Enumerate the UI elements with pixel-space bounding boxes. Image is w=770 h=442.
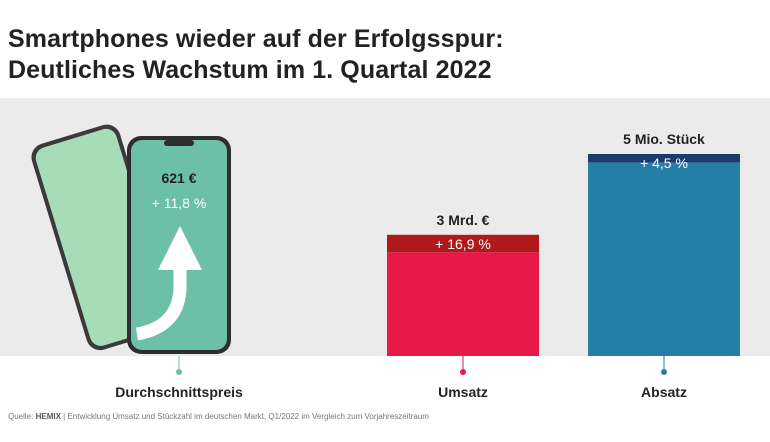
bar-umsatz-growth [387, 234, 539, 253]
dot-absatz [661, 369, 667, 375]
title-line-2: Deutliches Wachstum im 1. Quartal 2022 [8, 56, 492, 84]
title-line-1: Smartphones wieder auf der Erfolgsspur: [8, 25, 504, 53]
bar-absatz-growth [588, 154, 740, 163]
growth-arrow-shaft [135, 268, 187, 341]
bar-absatz-base [588, 162, 740, 356]
source-text: | Entwicklung Umsatz und Stückzahl im de… [63, 412, 429, 421]
phone-value-label: 621 € [161, 170, 196, 186]
absatz-growth-label: + 4,5 % [640, 155, 688, 171]
category-label-preis: Durchschnittspreis [115, 384, 243, 400]
absatz-value-label: 5 Mio. Stück [623, 131, 705, 147]
chart-title: Smartphones wieder auf der Erfolgsspur: … [8, 24, 504, 86]
umsatz-value-label: 3 Mrd. € [437, 212, 490, 228]
category-label-umsatz: Umsatz [438, 384, 488, 400]
source-brand-logo: HEMIX [35, 412, 61, 421]
phone-growth-label: + 11,8 % [152, 195, 207, 211]
source-prefix: Quelle: [8, 412, 36, 421]
source-note: Quelle: HEMIX | Entwicklung Umsatz und S… [8, 412, 429, 421]
dot-umsatz [460, 369, 466, 375]
bar-umsatz-base [387, 252, 539, 356]
category-label-absatz: Absatz [641, 384, 687, 400]
umsatz-growth-label: + 16,9 % [435, 236, 491, 252]
phone-illustration [31, 124, 231, 354]
growth-arrow-head [158, 226, 202, 270]
dot-preis [176, 369, 182, 375]
